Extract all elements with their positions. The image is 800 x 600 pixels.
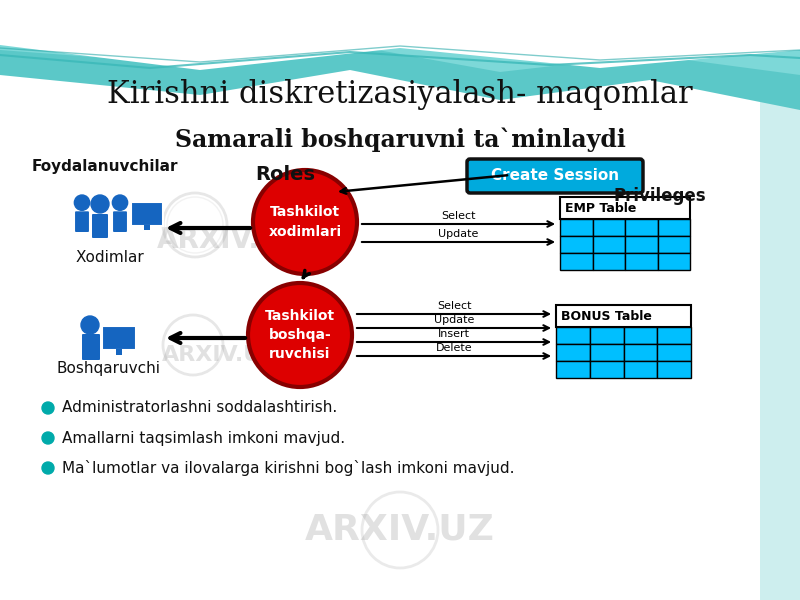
Circle shape bbox=[248, 283, 352, 387]
Circle shape bbox=[42, 432, 54, 444]
Text: Foydalanuvchilar: Foydalanuvchilar bbox=[32, 160, 178, 175]
FancyBboxPatch shape bbox=[556, 344, 590, 361]
FancyBboxPatch shape bbox=[467, 159, 643, 193]
Text: Ma`lumotlar va ilovalarga kirishni bog`lash imkoni mavjud.: Ma`lumotlar va ilovalarga kirishni bog`l… bbox=[62, 460, 514, 476]
FancyBboxPatch shape bbox=[113, 211, 127, 232]
FancyBboxPatch shape bbox=[590, 344, 623, 361]
Circle shape bbox=[253, 170, 357, 274]
Text: Select: Select bbox=[442, 211, 476, 221]
Text: BONUS Table: BONUS Table bbox=[561, 310, 652, 323]
Text: Update: Update bbox=[434, 315, 474, 325]
FancyBboxPatch shape bbox=[623, 344, 658, 361]
FancyBboxPatch shape bbox=[75, 211, 89, 232]
Text: Select: Select bbox=[437, 301, 471, 311]
FancyBboxPatch shape bbox=[658, 236, 690, 253]
FancyBboxPatch shape bbox=[625, 253, 658, 270]
Polygon shape bbox=[760, 0, 800, 600]
FancyBboxPatch shape bbox=[658, 253, 690, 270]
Text: Insert: Insert bbox=[438, 329, 470, 339]
FancyBboxPatch shape bbox=[593, 236, 625, 253]
Circle shape bbox=[74, 195, 90, 210]
FancyBboxPatch shape bbox=[82, 334, 100, 360]
Circle shape bbox=[42, 462, 54, 474]
Text: EMP Table: EMP Table bbox=[565, 202, 636, 214]
Circle shape bbox=[91, 195, 109, 213]
Text: Delete: Delete bbox=[436, 343, 472, 353]
FancyBboxPatch shape bbox=[658, 219, 690, 236]
Text: Kirishni diskretizasiyalash- maqomlar: Kirishni diskretizasiyalash- maqomlar bbox=[107, 79, 693, 110]
Text: Privileges: Privileges bbox=[614, 187, 706, 205]
Text: Create Session: Create Session bbox=[491, 169, 619, 184]
Polygon shape bbox=[0, 0, 800, 110]
FancyBboxPatch shape bbox=[625, 219, 658, 236]
Text: Roles: Roles bbox=[255, 166, 315, 185]
FancyBboxPatch shape bbox=[623, 327, 658, 344]
Text: Xodimlar: Xodimlar bbox=[76, 251, 144, 265]
FancyBboxPatch shape bbox=[556, 305, 691, 327]
Text: Update: Update bbox=[438, 229, 478, 239]
Polygon shape bbox=[0, 0, 800, 75]
FancyBboxPatch shape bbox=[623, 361, 658, 378]
FancyBboxPatch shape bbox=[590, 327, 623, 344]
FancyBboxPatch shape bbox=[590, 361, 623, 378]
FancyBboxPatch shape bbox=[658, 344, 691, 361]
Text: ARXIV.UZ: ARXIV.UZ bbox=[157, 226, 303, 254]
FancyBboxPatch shape bbox=[144, 225, 150, 230]
FancyBboxPatch shape bbox=[658, 361, 691, 378]
Circle shape bbox=[42, 402, 54, 414]
FancyBboxPatch shape bbox=[560, 236, 593, 253]
FancyBboxPatch shape bbox=[556, 361, 590, 378]
Text: Tashkilot
boshqa-
ruvchisi: Tashkilot boshqa- ruvchisi bbox=[265, 308, 335, 361]
Text: Samarali boshqaruvni ta`minlaydi: Samarali boshqaruvni ta`minlaydi bbox=[174, 128, 626, 152]
Polygon shape bbox=[0, 0, 800, 70]
Text: Amallarni taqsimlash imkoni mavjud.: Amallarni taqsimlash imkoni mavjud. bbox=[62, 431, 345, 445]
FancyBboxPatch shape bbox=[92, 214, 108, 238]
Text: ARXIV.UZ: ARXIV.UZ bbox=[305, 513, 495, 547]
Text: ARXIV.UZ: ARXIV.UZ bbox=[162, 345, 278, 365]
Circle shape bbox=[81, 316, 99, 334]
FancyBboxPatch shape bbox=[556, 327, 590, 344]
FancyBboxPatch shape bbox=[560, 219, 593, 236]
FancyBboxPatch shape bbox=[116, 349, 122, 355]
FancyBboxPatch shape bbox=[625, 236, 658, 253]
FancyBboxPatch shape bbox=[560, 253, 593, 270]
Circle shape bbox=[112, 195, 128, 210]
FancyBboxPatch shape bbox=[658, 327, 691, 344]
FancyBboxPatch shape bbox=[560, 197, 690, 219]
FancyBboxPatch shape bbox=[593, 253, 625, 270]
Text: Administratorlashni soddalashtirish.: Administratorlashni soddalashtirish. bbox=[62, 401, 338, 415]
FancyBboxPatch shape bbox=[102, 326, 136, 350]
Text: Boshqaruvchi: Boshqaruvchi bbox=[56, 361, 160, 376]
Text: Tashkilot
xodimlari: Tashkilot xodimlari bbox=[269, 205, 342, 239]
FancyBboxPatch shape bbox=[593, 219, 625, 236]
FancyBboxPatch shape bbox=[131, 202, 163, 226]
